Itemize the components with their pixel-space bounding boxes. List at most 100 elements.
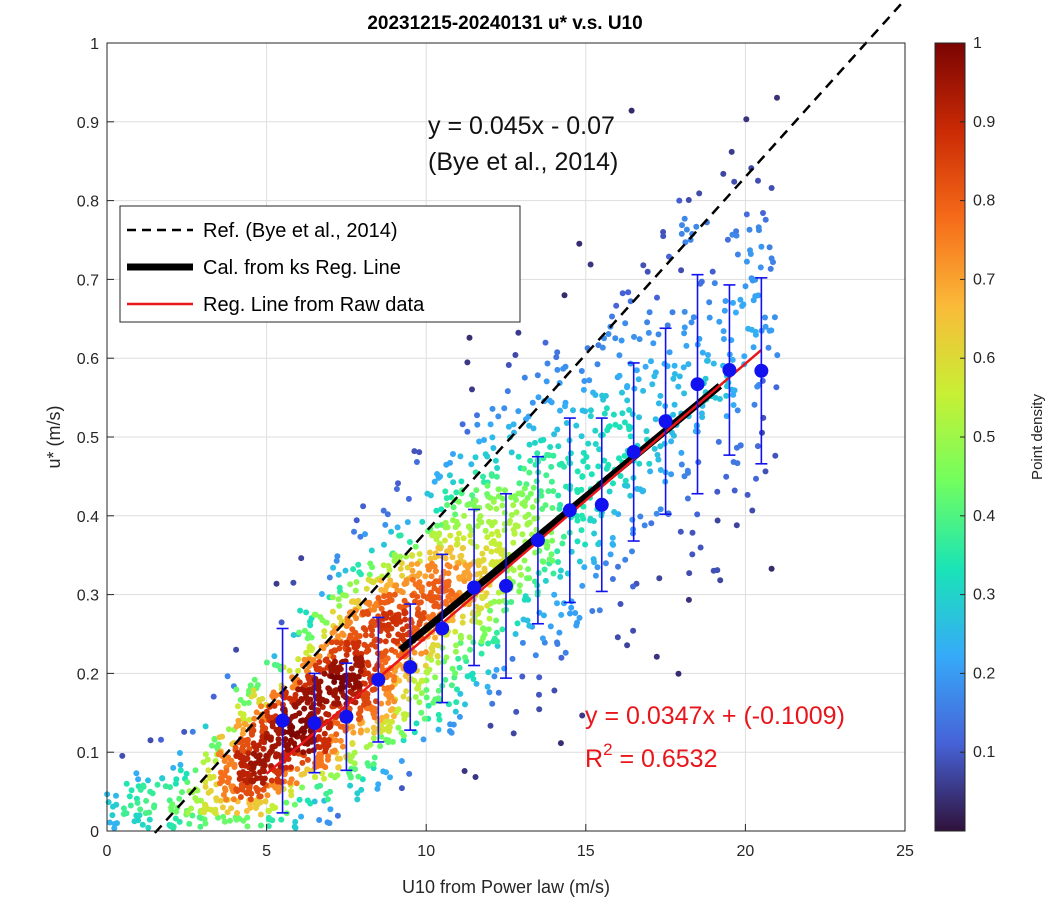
scatter-point — [136, 812, 143, 819]
scatter-point — [557, 740, 564, 747]
scatter-point — [720, 170, 727, 177]
scatter-point — [578, 433, 585, 440]
y-tick-label: 0.8 — [77, 194, 99, 211]
scatter-point — [336, 674, 343, 681]
scatter-point — [309, 689, 316, 696]
scatter-point — [372, 643, 379, 650]
scatter-point — [334, 755, 341, 762]
scatter-point — [549, 505, 556, 511]
scatter-point — [400, 737, 407, 744]
scatter-point — [258, 822, 264, 829]
scatter-point — [737, 296, 744, 303]
scatter-point — [677, 528, 684, 535]
scatter-point — [230, 796, 237, 803]
scatter-point — [240, 726, 247, 733]
scatter-point — [202, 783, 209, 790]
scatter-point — [734, 251, 741, 258]
scatter-point — [521, 502, 528, 509]
r-squared-value: = 0.6532 — [613, 745, 718, 773]
scatter-point — [730, 299, 736, 306]
scatter-point — [456, 713, 463, 720]
scatter-point — [179, 789, 185, 796]
scatter-point — [502, 487, 508, 494]
colorbar-tick-label: 0.7 — [973, 271, 995, 288]
scatter-point — [647, 468, 654, 475]
scatter-point — [391, 558, 398, 564]
scatter-point — [714, 567, 721, 574]
scatter-point — [366, 571, 373, 578]
scatter-point — [685, 197, 692, 203]
scatter-point — [202, 779, 209, 785]
binned-mean-point — [690, 377, 705, 392]
scatter-point — [430, 580, 437, 587]
scatter-point — [177, 761, 184, 768]
scatter-point — [437, 545, 444, 552]
scatter-point — [443, 654, 450, 661]
scatter-point — [554, 426, 561, 433]
scatter-point — [436, 716, 443, 723]
scatter-point — [370, 735, 377, 742]
scatter-point — [474, 523, 481, 529]
scatter-point — [521, 485, 528, 492]
scatter-point — [756, 227, 762, 234]
scatter-point — [342, 567, 349, 574]
scatter-point — [750, 297, 757, 304]
scatter-point — [457, 453, 464, 460]
scatter-point — [426, 549, 433, 556]
scatter-point — [382, 648, 389, 655]
scatter-point — [422, 662, 429, 669]
scatter-point — [421, 715, 428, 722]
scatter-point — [348, 676, 355, 682]
scatter-point — [335, 700, 342, 707]
scatter-point — [317, 758, 324, 765]
scatter-point — [509, 655, 516, 662]
scatter-point — [573, 422, 580, 429]
scatter-point — [335, 633, 341, 640]
scatter-point — [385, 632, 392, 639]
scatter-point — [269, 802, 276, 809]
scatter-point — [590, 556, 597, 563]
scatter-point — [176, 750, 183, 756]
scatter-point — [762, 323, 769, 330]
scatter-point — [395, 480, 401, 487]
scatter-point — [605, 461, 612, 468]
scatter-point — [664, 322, 671, 329]
regression-equation-annotation: y = 0.0347x + (-0.1009) — [585, 702, 845, 730]
scatter-point — [469, 386, 475, 393]
scatter-point — [563, 483, 569, 490]
scatter-point — [143, 797, 150, 804]
scatter-point — [356, 716, 362, 723]
scatter-point — [321, 730, 328, 737]
scatter-point — [723, 473, 730, 480]
scatter-point — [425, 702, 432, 709]
scatter-point — [554, 600, 560, 607]
scatter-point — [257, 793, 264, 800]
scatter-point — [375, 781, 382, 788]
scatter-point — [303, 694, 310, 701]
scatter-point — [210, 693, 217, 700]
scatter-point — [414, 611, 421, 618]
colorbar-tick-label: 0.4 — [973, 508, 995, 525]
scatter-point — [487, 504, 494, 511]
scatter-point — [453, 564, 459, 571]
scatter-point — [400, 632, 406, 639]
scatter-point — [526, 469, 533, 476]
scatter-point — [581, 378, 588, 384]
scatter-point — [474, 412, 480, 419]
scatter-point — [173, 776, 180, 783]
scatter-point — [352, 587, 359, 594]
scatter-point — [296, 679, 303, 686]
scatter-point — [615, 563, 621, 570]
scatter-point — [345, 646, 352, 653]
scatter-point — [666, 349, 673, 356]
scatter-point — [438, 506, 445, 513]
scatter-point — [186, 820, 193, 827]
y-tick-label: 0.7 — [77, 272, 99, 289]
scatter-point — [378, 733, 385, 740]
scatter-point — [358, 786, 365, 793]
legend: Ref. (Bye et al., 2014) Cal. from ks Reg… — [119, 205, 521, 323]
scatter-point — [485, 640, 492, 647]
scatter-point — [551, 591, 558, 598]
scatter-point — [448, 546, 455, 553]
scatter-point — [545, 488, 552, 495]
